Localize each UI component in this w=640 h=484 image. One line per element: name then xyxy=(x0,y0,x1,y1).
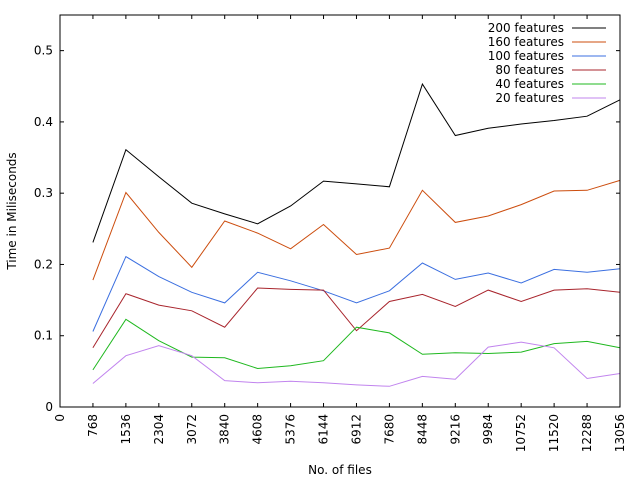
x-tick-label: 9216 xyxy=(448,414,462,445)
x-tick-label: 2304 xyxy=(152,414,166,445)
x-tick-label: 3840 xyxy=(218,414,232,445)
legend-label: 40 features xyxy=(495,77,564,91)
legend-label: 100 features xyxy=(488,49,564,63)
y-tick-label: 0.4 xyxy=(34,115,53,129)
x-tick-label: 8448 xyxy=(415,414,429,445)
legend-label: 80 features xyxy=(495,63,564,77)
y-tick-label: 0 xyxy=(45,400,53,414)
legend-label: 160 features xyxy=(488,35,564,49)
y-tick-label: 0.2 xyxy=(34,257,53,271)
x-tick-label: 3072 xyxy=(185,414,199,445)
x-tick-label: 6144 xyxy=(317,414,331,445)
y-tick-label: 0.1 xyxy=(34,329,53,343)
x-tick-label: 9984 xyxy=(481,414,495,445)
x-axis-label: No. of files xyxy=(308,463,372,477)
x-tick-label: 768 xyxy=(86,414,100,437)
x-tick-label: 5376 xyxy=(284,414,298,445)
y-tick-label: 0.3 xyxy=(34,186,53,200)
x-tick-label: 6912 xyxy=(349,414,363,445)
x-tick-label: 7680 xyxy=(382,414,396,445)
x-tick-label: 12288 xyxy=(580,414,594,452)
x-tick-label: 13056 xyxy=(613,414,627,452)
y-tick-label: 0.5 xyxy=(34,44,53,58)
legend-label: 200 features xyxy=(488,21,564,35)
y-axis-label: Time in Miliseconds xyxy=(5,152,19,270)
x-tick-label: 10752 xyxy=(514,414,528,452)
x-tick-label: 1536 xyxy=(119,414,133,445)
x-tick-label: 4608 xyxy=(251,414,265,445)
x-tick-label: 11520 xyxy=(547,414,561,452)
legend-label: 20 features xyxy=(495,91,564,105)
x-tick-label: 0 xyxy=(53,414,67,422)
